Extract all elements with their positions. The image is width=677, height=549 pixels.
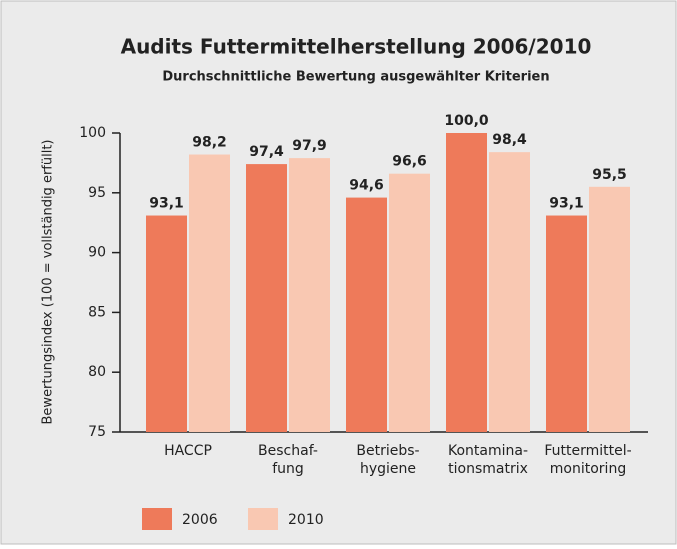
x-tick-label: tionsmatrix [448, 461, 528, 477]
x-tick-label: Futtermittel- [544, 443, 631, 459]
legend-label: 2006 [182, 512, 218, 528]
bar [489, 152, 530, 433]
legend-label: 2010 [288, 512, 324, 528]
x-tick-label: Kontamina- [448, 443, 528, 459]
value-label: 98,2 [192, 135, 227, 151]
x-tick-label: Betriebs- [356, 443, 419, 459]
bar [246, 164, 287, 432]
x-tick-label: monitoring [550, 461, 626, 477]
y-tick-label: 100 [79, 125, 106, 141]
value-label: 93,1 [549, 196, 584, 212]
value-label: 100,0 [444, 113, 489, 129]
x-tick-label: HACCP [164, 443, 212, 459]
value-label: 97,4 [249, 144, 284, 160]
bar [589, 186, 630, 432]
y-axis-label: Bewertungsindex (100 = vollständig erfül… [41, 140, 56, 425]
x-tick-label: fung [272, 461, 304, 477]
chart-title: Audits Futtermittelherstellung 2006/2010 [121, 35, 592, 59]
bar [146, 215, 187, 432]
value-label: 94,6 [349, 178, 384, 194]
bar [289, 158, 330, 432]
legend-swatch [248, 508, 278, 530]
bar [546, 215, 587, 432]
value-label: 95,5 [592, 167, 627, 183]
legend-swatch [142, 508, 172, 530]
value-label: 98,4 [492, 132, 527, 148]
y-tick-label: 85 [88, 304, 106, 320]
x-tick-label: Beschaf- [258, 443, 318, 459]
bar [346, 197, 387, 432]
y-tick-label: 75 [88, 424, 106, 440]
x-tick-label: hygiene [360, 461, 416, 477]
y-tick-label: 90 [88, 245, 106, 261]
bar [189, 154, 230, 432]
bar [389, 173, 430, 432]
value-label: 97,9 [292, 138, 327, 154]
value-label: 93,1 [149, 196, 184, 212]
y-tick-label: 80 [88, 364, 106, 380]
chart-subtitle: Durchschnittliche Bewertung ausgewählter… [162, 70, 549, 85]
value-label: 96,6 [392, 154, 427, 170]
bar [446, 133, 487, 432]
y-tick-label: 95 [88, 185, 106, 201]
